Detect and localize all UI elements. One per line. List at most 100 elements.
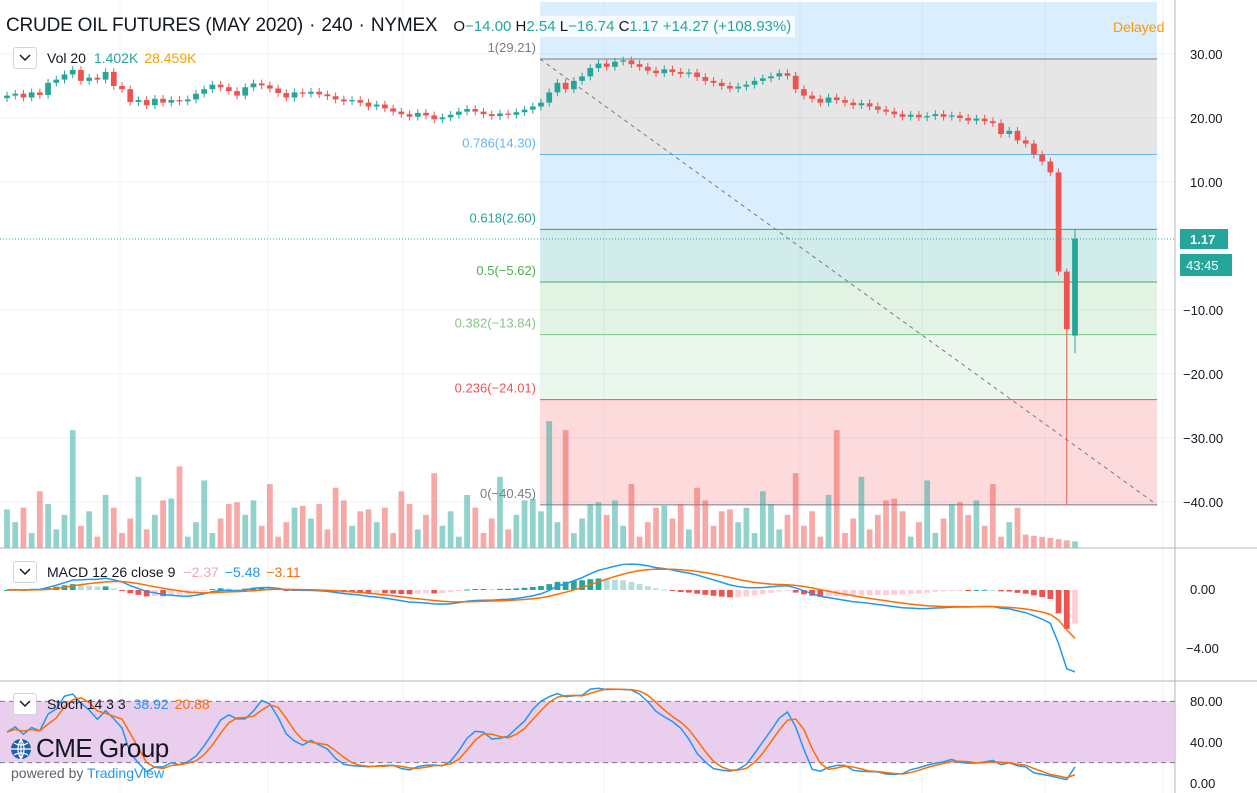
candle-body [283, 93, 290, 98]
macd-histogram-bar [603, 579, 610, 590]
candle-body [644, 66, 651, 71]
candle-body [1022, 140, 1029, 144]
macd-histogram-bar [825, 590, 832, 597]
volume-bar [570, 533, 577, 548]
volume-bar [176, 466, 183, 548]
volume-bar [669, 518, 676, 548]
low-key: L [559, 17, 569, 35]
volume-bar [874, 514, 881, 548]
macd-histogram-bar [283, 590, 290, 591]
macd-histogram-bar [858, 590, 865, 596]
tradingview-link[interactable]: TradingView [87, 765, 165, 781]
candle-body [1055, 172, 1062, 272]
volume-bar [36, 491, 43, 548]
macd-histogram-bar [1014, 590, 1021, 593]
candle-body [110, 71, 117, 86]
candle-body [423, 112, 429, 116]
macd-histogram-bar [636, 583, 643, 590]
volume-bar [160, 500, 166, 548]
volume-bar [546, 421, 553, 548]
volume-bar [957, 502, 963, 548]
candle-body [94, 77, 101, 80]
macd-histogram-bar [751, 590, 758, 596]
macd-histogram-bar [1072, 590, 1078, 624]
volume-bar [907, 536, 914, 548]
price-tick-label: −10.00 [1183, 303, 1223, 318]
volume-bar [12, 522, 19, 548]
candle-body [505, 113, 512, 115]
volume-bar [308, 518, 314, 548]
stoch-axis[interactable]: 80.00 40.00 0.00 [1190, 694, 1223, 791]
collapse-button[interactable] [13, 561, 37, 583]
candle-body [538, 102, 544, 107]
volume-bar [472, 507, 479, 548]
fib-zone [540, 334, 1157, 400]
candle-body [628, 60, 635, 65]
volume-bar [340, 500, 347, 548]
volume-bar [78, 525, 84, 548]
macd-histogram-bar [899, 590, 906, 595]
volume-bar [554, 522, 561, 548]
volume-bar [152, 514, 158, 548]
collapse-button[interactable] [13, 693, 37, 715]
volume-bar [1022, 534, 1029, 548]
open-key: O [453, 17, 466, 35]
macd-histogram-bar [883, 590, 889, 595]
candle-body [784, 73, 791, 76]
volume-bar [20, 507, 27, 548]
fib-level-label: 0.382(−13.84) [455, 316, 536, 331]
stoch-band [0, 701, 1175, 763]
volume-bar [480, 533, 487, 548]
volume-bar [102, 494, 109, 548]
macd-histogram-bar [727, 590, 733, 598]
macd-histogram-bar [521, 587, 528, 590]
macd-histogram-bar [1031, 590, 1037, 596]
fibonacci-retracement[interactable]: 1(29.21) 0.786(14.30) 0.618(2.60) 0.5(−5.62… [455, 2, 1158, 506]
price-tick-label: −40.00 [1183, 495, 1223, 510]
macd-histogram-bar [102, 586, 109, 590]
volume-bar [53, 529, 60, 548]
interval-label[interactable]: 240 [321, 15, 353, 36]
volume-bar [455, 536, 462, 548]
volume-bar [989, 484, 996, 548]
macd-line-value: −5.48 [224, 564, 261, 580]
volume-bar [209, 533, 216, 548]
powered-by[interactable]: powered by TradingView [11, 765, 164, 781]
candle-body [135, 100, 142, 102]
symbol-title[interactable]: CRUDE OIL FUTURES (MAY 2020) [6, 15, 304, 36]
volume-bar [891, 498, 898, 548]
candle-body [431, 115, 438, 120]
candle-body [201, 89, 208, 94]
candle-body [472, 109, 479, 112]
price-axis[interactable]: 30.00 20.00 10.00 −10.00 −20.00 −30.00 −… [1183, 47, 1223, 510]
change-value: +14.27 (+108.93%) [662, 17, 792, 35]
candle-body [612, 61, 618, 67]
candle-body [176, 100, 183, 102]
candle-body [12, 93, 19, 96]
macd-histogram-bar [373, 590, 380, 593]
volume-bar [644, 522, 651, 548]
macd-histogram-bar [1006, 590, 1013, 592]
volume-bar [1072, 541, 1078, 548]
candle-body [390, 108, 396, 112]
macd-histogram-bar [127, 590, 134, 594]
candle-body [718, 82, 725, 86]
candle-body [957, 115, 963, 118]
macd-histogram-bar [69, 584, 76, 590]
brand-name: CME Group [36, 733, 169, 763]
macd-axis[interactable]: 0.00 −4.00 [1186, 582, 1219, 656]
collapse-button[interactable] [13, 47, 37, 69]
macd-histogram-bar [201, 590, 208, 591]
volume-bar [1014, 507, 1021, 548]
volume-bar [513, 514, 520, 548]
macd-signal-line [6, 568, 1076, 639]
macd-tick-label: −4.00 [1186, 641, 1219, 656]
macd-histogram-bar [907, 590, 914, 594]
candle-body [497, 113, 503, 117]
high-value: 2.54 [526, 17, 556, 35]
fib-level-label: 0.786(14.30) [462, 135, 536, 150]
candle-body [801, 89, 807, 96]
volume-bar [1031, 535, 1037, 548]
volume-bar [332, 487, 339, 548]
